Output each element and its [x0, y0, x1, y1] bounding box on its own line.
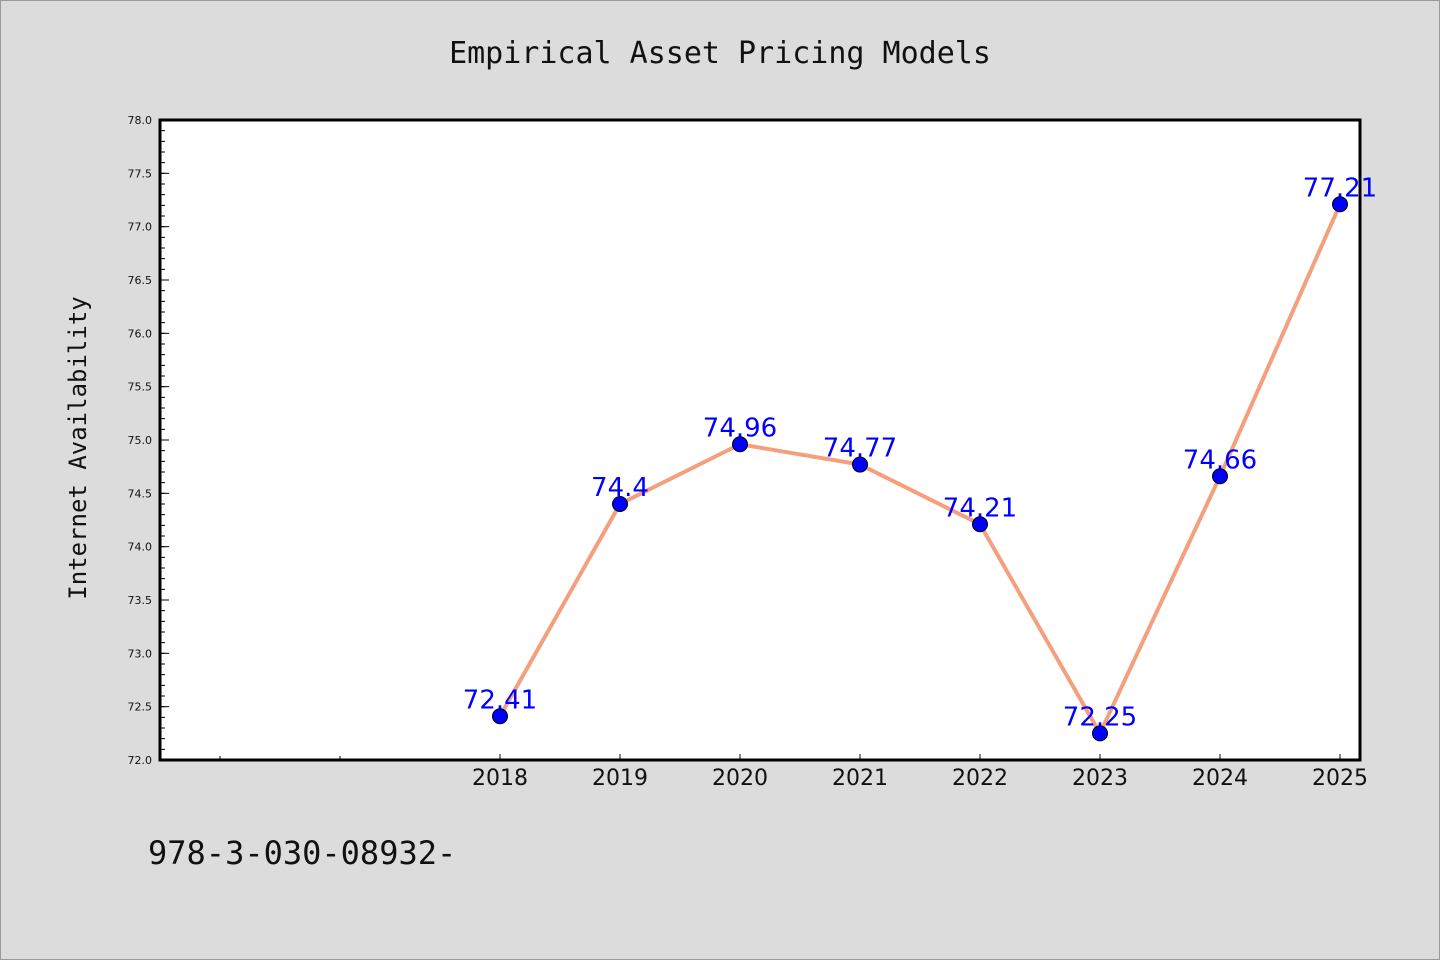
data-label: 77.21 — [1303, 173, 1377, 203]
y-tick-label: 77.0 — [128, 221, 153, 234]
series-line — [498, 203, 1342, 736]
y-tick-label: 75.0 — [128, 434, 153, 447]
data-point — [612, 496, 628, 512]
plot-area — [158, 118, 1362, 762]
data-point — [1332, 196, 1348, 213]
series-line-group — [498, 203, 1342, 736]
data-point — [492, 708, 508, 725]
data-point — [852, 456, 868, 473]
x-tick-label: 2018 — [472, 766, 528, 791]
data-labels: 72.41 74.4 74.96 74.77 74.21 72.25 74.66 77.21 — [463, 173, 1377, 732]
data-label: 74.21 — [943, 493, 1017, 523]
y-axis: 72.0 72.5 73.0 73.5 74.0 74.5 75.0 75.5 76.0 76.5… — [128, 114, 169, 767]
x-tick-label: 2019 — [592, 766, 648, 791]
data-label: 74.66 — [1183, 445, 1257, 475]
data-point — [972, 516, 988, 533]
data-label: 72.41 — [463, 685, 537, 715]
x-tick-label: 2024 — [1192, 766, 1248, 791]
y-tick-label: 77.5 — [128, 167, 153, 180]
data-point — [1212, 468, 1228, 485]
x-tick-label: 2023 — [1072, 766, 1128, 791]
y-tick-label: 73.0 — [128, 647, 153, 660]
x-tick-label: 2022 — [952, 766, 1008, 791]
y-axis-label: Internet Availability — [64, 296, 92, 599]
data-label: 74.96 — [703, 413, 777, 443]
x-tick-label: 2021 — [832, 766, 888, 791]
x-axis: 2018 2019 2020 2021 2022 2023 2024 2025 — [219, 754, 1368, 791]
y-tick-label: 75.5 — [128, 381, 153, 394]
footer-text: 978-3-030-08932- — [148, 834, 456, 872]
data-label: 72.25 — [1063, 702, 1137, 732]
y-tick-label: 78.0 — [128, 114, 153, 127]
data-label: 74.4 — [591, 473, 649, 503]
data-point — [732, 436, 748, 453]
y-tick-label: 72.0 — [128, 754, 153, 767]
chart-title: Empirical Asset Pricing Models — [449, 36, 991, 71]
y-tick-label: 72.5 — [128, 701, 153, 714]
x-tick-label: 2025 — [1312, 766, 1368, 791]
y-tick-label: 73.5 — [128, 594, 153, 607]
y-tick-label: 74.5 — [128, 487, 153, 500]
y-tick-label: 76.5 — [128, 274, 153, 287]
data-markers — [492, 196, 1348, 742]
data-point — [1092, 725, 1108, 742]
y-tick-label: 76.0 — [128, 327, 153, 340]
y-tick-label: 74.0 — [128, 541, 153, 554]
data-label: 74.77 — [823, 434, 897, 464]
x-tick-label: 2020 — [712, 766, 768, 791]
